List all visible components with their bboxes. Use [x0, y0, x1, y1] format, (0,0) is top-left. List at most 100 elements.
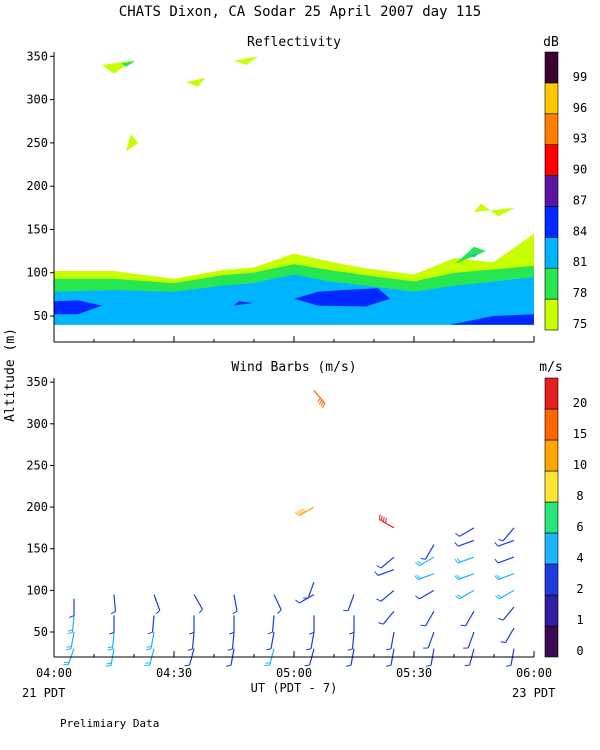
barb-staff [458, 589, 475, 600]
wind-barb [147, 615, 155, 635]
barb-feather [454, 558, 459, 564]
wind-barb [415, 589, 435, 600]
wind-barb [498, 606, 515, 621]
wind-barb [498, 527, 515, 542]
wind-barb [415, 556, 435, 567]
barb-staff [497, 556, 515, 564]
barb-staff [457, 556, 475, 564]
wind-barb [232, 594, 238, 615]
barb-feather [146, 645, 152, 648]
barb-staff [71, 615, 75, 633]
barb-feather [318, 399, 323, 405]
colorbar-label: 99 [573, 70, 587, 84]
wind-barb [66, 631, 75, 651]
reflectivity-region-78 [121, 60, 136, 67]
wind-barb [295, 593, 315, 604]
barb-feather [107, 648, 113, 651]
colorbar-swatch [544, 113, 559, 146]
colorbar-label: 96 [573, 101, 587, 115]
y-tick-label: 250 [26, 458, 48, 472]
barb-staff [464, 610, 475, 627]
barb-feather [147, 631, 153, 635]
barb-staff [307, 581, 315, 599]
barb-staff [390, 631, 395, 649]
barb-feather [457, 594, 462, 599]
wind-barb [110, 594, 117, 615]
reflectivity-panel: 50 100 150 200 250 300 350 75 78 81 84 87 90 93 96 99 [26, 49, 587, 343]
wind-barb [454, 573, 475, 581]
y-tick-label: 250 [26, 136, 48, 150]
wind-barb [423, 631, 435, 649]
x-axis-label: UT (PDT - 7) [251, 681, 338, 695]
barb-feather [417, 560, 422, 565]
barb-feather [496, 574, 501, 580]
barb-staff [424, 544, 435, 560]
barb-feather [455, 595, 460, 600]
barb-feather [378, 622, 384, 625]
reflectivity-region-84 [450, 314, 534, 325]
barb-staff [467, 631, 475, 649]
barb-feather [347, 648, 353, 651]
barb-feather [494, 558, 499, 564]
barb-feather [460, 624, 466, 627]
barb-staff [150, 631, 155, 649]
barb-feather [67, 629, 73, 632]
barb-feather [456, 574, 461, 580]
barb-feather [66, 645, 72, 648]
barb-staff [151, 615, 155, 633]
y-tick-label: 350 [26, 49, 48, 63]
wind-barb [420, 610, 435, 627]
barb-staff [193, 594, 204, 610]
colorbar-label: 8 [576, 489, 583, 503]
colorbar-swatch [544, 175, 559, 207]
barb-feather [380, 515, 383, 521]
wind-barb [378, 514, 395, 529]
wind-barb [455, 527, 475, 537]
colorbar-label: 20 [573, 396, 587, 410]
barb-feather [187, 648, 193, 651]
reflectivity-region-75 [474, 203, 515, 217]
wind-barb [153, 594, 161, 615]
wind-barb [193, 594, 204, 614]
barb-staff [231, 631, 235, 650]
barb-staff [191, 631, 195, 650]
y-tick-label: 300 [26, 93, 48, 107]
barb-feather [386, 664, 392, 667]
barb-staff [378, 518, 395, 529]
barb-feather [320, 401, 324, 407]
y-tick-label: 100 [26, 583, 48, 597]
colorbar-swatch [544, 237, 559, 269]
barb-staff [111, 631, 115, 650]
wind-barb [187, 631, 195, 651]
barb-staff [298, 593, 315, 604]
barb-feather [494, 575, 499, 580]
barb-staff [270, 631, 275, 649]
left-time-note: 21 PDT [22, 686, 65, 700]
wind-barb [463, 631, 475, 649]
barb-feather [376, 598, 382, 602]
barb-staff [504, 627, 515, 643]
barb-staff [313, 390, 326, 404]
reflectivity-region-75 [186, 78, 206, 87]
barb-feather [107, 646, 113, 649]
barb-staff [418, 589, 435, 600]
reflectivity-region-75 [234, 56, 258, 65]
wind-barb [454, 556, 475, 564]
barb-feather [346, 664, 352, 667]
colorbar-label: 0 [576, 644, 583, 658]
barb-staff [351, 631, 355, 650]
barb-feather [464, 664, 470, 667]
wind-barb [295, 506, 315, 517]
barb-feather [497, 594, 502, 599]
wind-barb [109, 615, 115, 635]
y-tick-label: 200 [26, 179, 48, 193]
barb-staff [271, 615, 275, 633]
reflectivity-region-81 [469, 253, 479, 258]
wind-barb [386, 631, 395, 651]
barb-feather [277, 609, 282, 614]
y-tick-label: 50 [34, 625, 48, 639]
wind-barb [414, 573, 435, 581]
barb-feather [454, 575, 459, 580]
barb-feather [144, 664, 150, 667]
